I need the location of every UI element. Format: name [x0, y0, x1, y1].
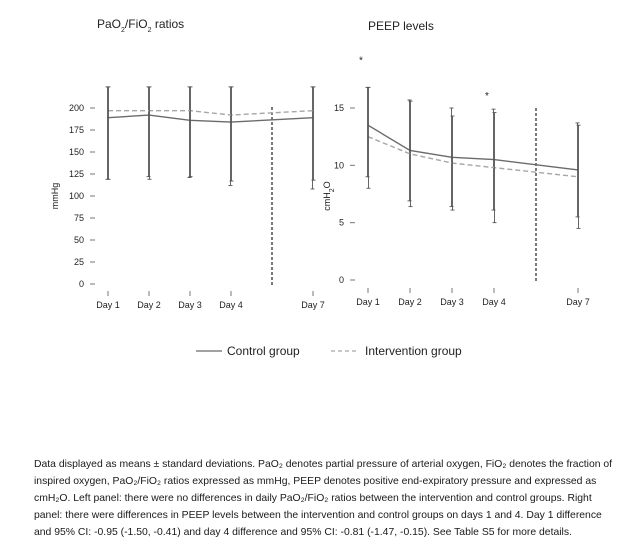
y-tick-label: 10	[334, 160, 344, 170]
x-category-label: Day 7	[566, 297, 590, 307]
caption-text: Data displayed as means ± standard devia…	[34, 459, 613, 538]
y-axis-label: mmHg	[50, 183, 60, 210]
y-tick-label: 0	[339, 275, 344, 285]
x-category-label: Day 4	[219, 300, 243, 310]
y-tick-label: 125	[69, 169, 84, 179]
y-axis-label: cmH2O	[322, 181, 336, 210]
x-category-label: Day 2	[398, 297, 422, 307]
x-category-label: Day 7	[301, 300, 325, 310]
peep-panel: PEEP levels cmH2O 0 5 10 15 Day 1 Day 2 Day 3 Day…	[322, 19, 590, 307]
x-category-label: Day 2	[137, 300, 161, 310]
figure: PaO2/FiO2 ratiosmmHg02550751001251501752…	[50, 17, 590, 358]
y-tick-label: 100	[69, 191, 84, 201]
y-tick-label: 75	[74, 213, 84, 223]
x-category-label: Day 1	[96, 300, 120, 310]
intervention-series-line	[367, 136, 579, 178]
legend-control-label: Control group	[227, 344, 300, 358]
control-series-line	[107, 114, 314, 123]
y-tick-label: 5	[339, 218, 344, 228]
legend: Control group Intervention group	[196, 344, 462, 358]
y-tick-label: 200	[69, 103, 84, 113]
control-series-line	[367, 124, 579, 171]
x-category-label: Day 1	[356, 297, 380, 307]
y-tick-label: 0	[79, 279, 84, 289]
x-category-label: Day 4	[482, 297, 506, 307]
y-tick-label: 15	[334, 103, 344, 113]
chart-title: PaO2/FiO2 ratios	[97, 17, 184, 34]
y-tick-label: 175	[69, 125, 84, 135]
pao2-fio2-panel: PaO2/FiO2 ratios mmHg 0 25 50 75 100 125 150 175 2…	[50, 17, 325, 310]
significance-marker: *	[485, 91, 489, 102]
y-tick-label: 150	[69, 147, 84, 157]
figure-caption: Data displayed as means ± standard devia…	[34, 456, 622, 541]
x-category-label: Day 3	[440, 297, 464, 307]
chart-title: PEEP levels	[368, 19, 434, 33]
y-tick-label: 25	[74, 257, 84, 267]
legend-intervention-label: Intervention group	[365, 344, 462, 358]
y-tick-label: 50	[74, 235, 84, 245]
x-category-label: Day 3	[178, 300, 202, 310]
intervention-series-line	[108, 109, 314, 116]
significance-marker: *	[359, 56, 363, 67]
